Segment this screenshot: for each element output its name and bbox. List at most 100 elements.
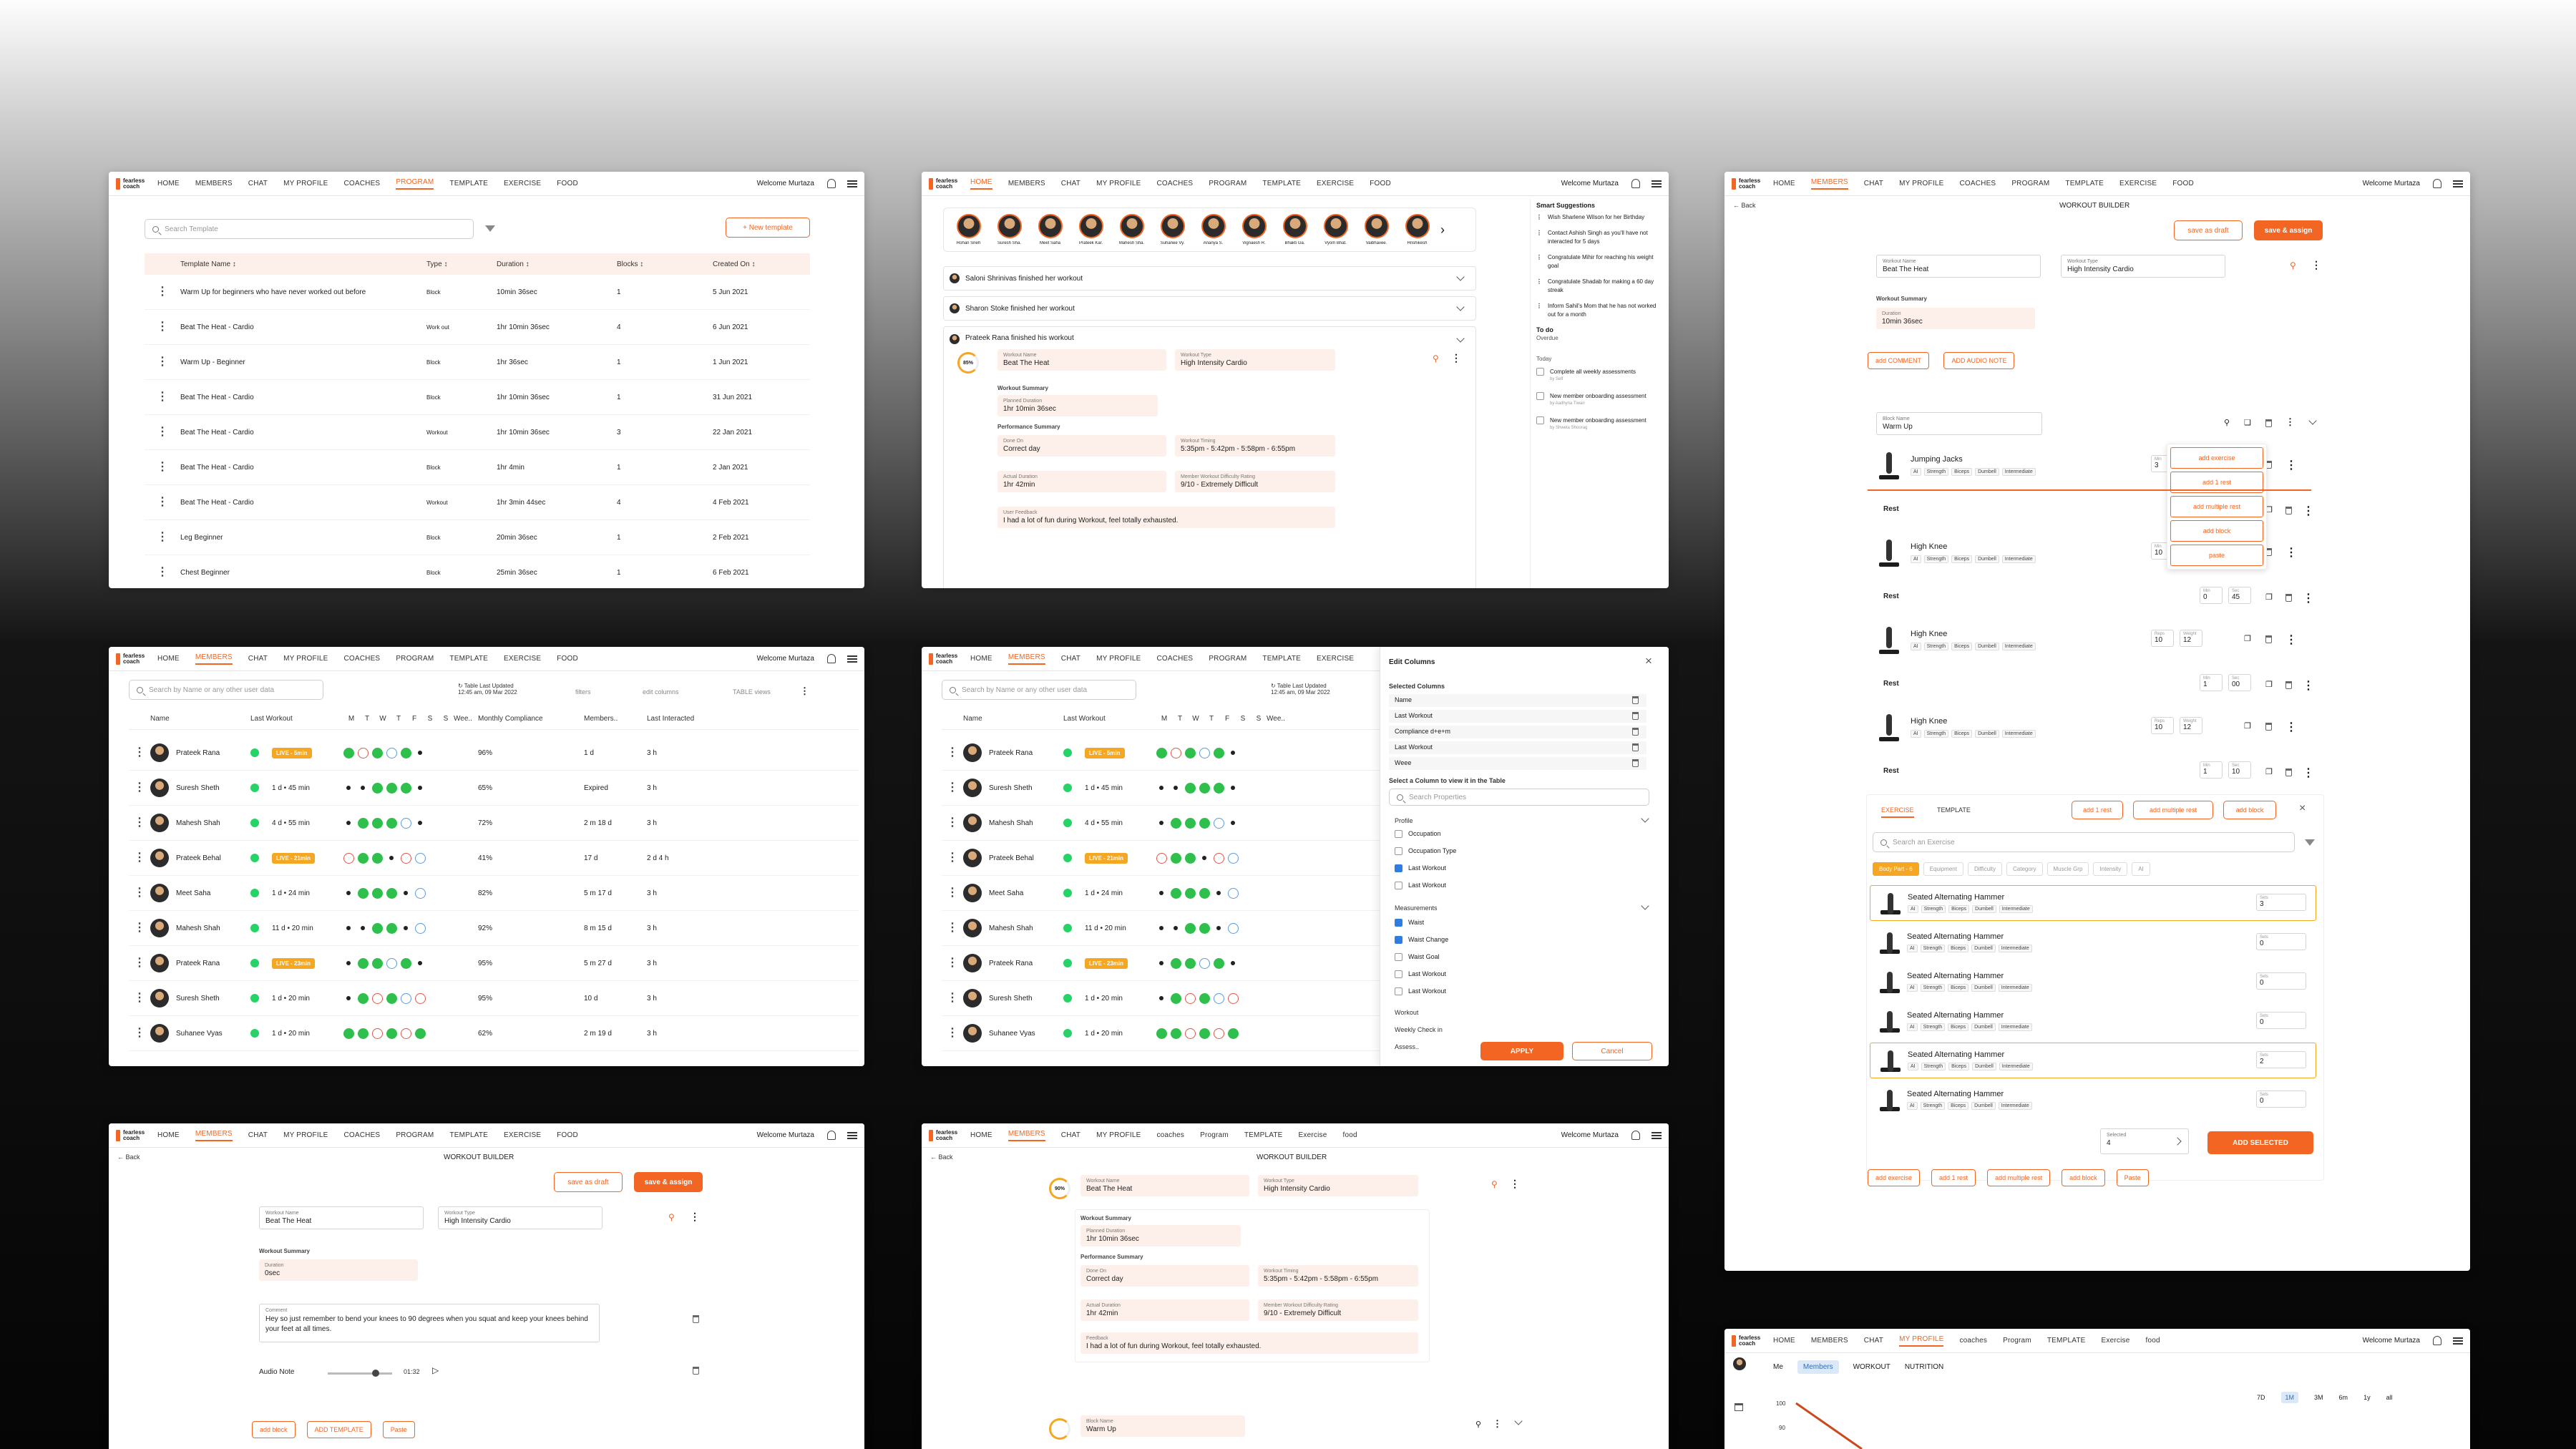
column-option[interactable]: Last Workout bbox=[1395, 970, 1446, 979]
tab-members[interactable]: Members bbox=[1797, 1360, 1839, 1374]
col-type[interactable]: Type ↕ bbox=[426, 260, 448, 268]
column-checkbox[interactable] bbox=[1395, 919, 1402, 927]
table-row[interactable]: ⋮ Leg Beginner Block 20min 36sec 1 2 Feb 2021 bbox=[145, 520, 810, 555]
delete-icon[interactable] bbox=[1632, 743, 1639, 751]
selected-column-item[interactable]: Compliance d+e+m bbox=[1389, 726, 1646, 738]
copy-icon[interactable]: ❐ bbox=[2244, 635, 2251, 643]
play-icon[interactable]: ▷ bbox=[432, 1365, 439, 1375]
delete-icon[interactable] bbox=[2285, 594, 2292, 602]
member-name-cell[interactable]: Suresh Sheth bbox=[963, 989, 1063, 1008]
bell-icon[interactable] bbox=[827, 654, 836, 663]
nav-members[interactable]: MEMBERS bbox=[1008, 1130, 1045, 1141]
avatar[interactable] bbox=[1733, 1357, 1746, 1370]
bottom-action-button[interactable]: add 1 rest bbox=[1931, 1169, 1976, 1186]
column-header[interactable]: Members.. bbox=[584, 715, 618, 723]
row-more-icon[interactable]: ⋮ bbox=[947, 922, 958, 934]
column-checkbox[interactable] bbox=[1395, 987, 1402, 996]
bell-icon[interactable] bbox=[2433, 179, 2441, 188]
column-header[interactable]: Last Workout bbox=[1063, 715, 1106, 723]
whatsapp-icon[interactable] bbox=[250, 924, 259, 932]
menu-item[interactable]: add exercise bbox=[2170, 447, 2263, 469]
member-name-cell[interactable]: Mahesh Shah bbox=[963, 919, 1063, 937]
column-checkbox[interactable] bbox=[1395, 953, 1402, 962]
member-story[interactable]: Hrishikesh bbox=[1397, 214, 1438, 245]
selected-column-item[interactable]: Last Workout bbox=[1389, 741, 1646, 754]
member-name-cell[interactable]: Prateek Rana bbox=[150, 743, 250, 762]
nav-food[interactable]: FOOD bbox=[2172, 180, 2194, 187]
bell-icon[interactable] bbox=[1631, 179, 1640, 188]
column-header[interactable]: T bbox=[364, 715, 370, 723]
audio-delete-icon[interactable] bbox=[693, 1367, 699, 1375]
row-more-icon[interactable]: ⋮ bbox=[134, 992, 145, 1004]
nav-my-profile[interactable]: MY PROFILE bbox=[283, 1131, 328, 1139]
pin-icon[interactable]: ⚲ bbox=[2290, 260, 2296, 270]
table-row[interactable]: ⋮ Chest Beginner Block 25min 36sec 1 6 Feb 20… bbox=[145, 555, 810, 588]
member-name-cell[interactable]: Prateek Rana bbox=[963, 954, 1063, 972]
library-exercise[interactable]: Seated Alternating Hammer AI Strength Bicep… bbox=[1870, 1003, 2316, 1039]
menu-icon[interactable] bbox=[847, 1131, 857, 1139]
bottom-action-button[interactable]: add exercise bbox=[1868, 1169, 1921, 1186]
bell-icon[interactable] bbox=[1631, 1131, 1640, 1140]
sets-select[interactable]: Sets 2 bbox=[2256, 1051, 2306, 1068]
table-row[interactable]: ⋮ Beat The Heat - Cardio Workout 1hr 3min 4… bbox=[145, 485, 810, 520]
column-option[interactable]: Waist Goal bbox=[1395, 953, 1440, 962]
rest-sec[interactable]: Sec 45 bbox=[2228, 587, 2251, 604]
more-icon[interactable]: ⋮ bbox=[1451, 352, 1461, 364]
sets-select[interactable]: Sets 0 bbox=[2256, 972, 2306, 990]
chevron-down-icon[interactable] bbox=[1514, 1417, 1523, 1425]
whatsapp-icon[interactable] bbox=[1063, 748, 1072, 757]
nav-chat[interactable]: CHAT bbox=[248, 180, 268, 187]
more-icon[interactable]: ⋮ bbox=[2285, 721, 2297, 733]
copy-icon[interactable]: ❐ bbox=[2244, 722, 2251, 731]
copy-icon[interactable]: ❐ bbox=[2265, 593, 2273, 602]
nav-template[interactable]: TEMPLATE bbox=[1262, 180, 1302, 187]
more-icon[interactable]: ⋮ bbox=[1536, 214, 1542, 220]
nav-template[interactable]: TEMPLATE bbox=[1244, 1131, 1283, 1139]
table-row[interactable]: ⋮ Mahesh Shah 11 d • 20 min bbox=[942, 911, 1380, 946]
chevron-right-icon[interactable]: › bbox=[1440, 222, 1445, 237]
back-link[interactable]: ← Back bbox=[1733, 202, 1756, 209]
more-icon[interactable]: ⋮ bbox=[1536, 278, 1542, 285]
nav-program[interactable]: PROGRAM bbox=[1209, 655, 1247, 663]
col-template-name[interactable]: Template Name ↕ bbox=[180, 260, 236, 268]
chevron-down-icon[interactable] bbox=[1641, 902, 1649, 910]
app-logo[interactable]: fearless coach bbox=[1732, 1335, 1773, 1347]
back-link[interactable]: ← Back bbox=[117, 1153, 140, 1161]
filter-chip[interactable]: AI bbox=[2132, 862, 2150, 876]
nav-exercise[interactable]: Exercise bbox=[1298, 1131, 1327, 1139]
table-row[interactable]: ⋮ Warm Up - Beginner Block 1hr 36sec 1 1 Jun … bbox=[145, 345, 810, 380]
comment-delete-icon[interactable] bbox=[693, 1315, 699, 1323]
app-logo[interactable]: fearless coach bbox=[116, 177, 157, 190]
delete-icon[interactable] bbox=[1632, 759, 1639, 767]
range-1m[interactable]: 1M bbox=[2280, 1392, 2299, 1403]
calendar-icon[interactable] bbox=[1735, 1403, 1743, 1411]
more-icon[interactable]: ⋮ bbox=[2311, 259, 2321, 270]
column-header[interactable]: S bbox=[443, 715, 449, 723]
member-story[interactable]: Bhakti Ga. bbox=[1274, 214, 1315, 245]
weekly-group[interactable]: Weekly Check in bbox=[1395, 1026, 1443, 1033]
whatsapp-icon[interactable] bbox=[1063, 784, 1072, 792]
member-name-cell[interactable]: Prateek Behal bbox=[150, 849, 250, 867]
row-more-icon[interactable]: ⋮ bbox=[947, 746, 958, 758]
add-comment-button[interactable]: add COMMENT bbox=[1868, 352, 1930, 369]
column-header[interactable]: Name bbox=[150, 715, 170, 723]
todo-item[interactable]: New member onboarding assessment by Shwet… bbox=[1536, 416, 1663, 432]
row-more-icon[interactable]: ⋮ bbox=[157, 426, 168, 438]
sets-select[interactable]: Sets 3 bbox=[2256, 894, 2306, 911]
whatsapp-icon[interactable] bbox=[250, 994, 259, 1002]
member-search-input[interactable]: Search by Name or any other user data bbox=[942, 680, 1136, 700]
member-name-cell[interactable]: Suresh Sheth bbox=[963, 779, 1063, 797]
selected-count[interactable]: Selected 4 bbox=[2100, 1128, 2189, 1154]
row-more-icon[interactable]: ⋮ bbox=[947, 781, 958, 794]
row-more-icon[interactable]: ⋮ bbox=[947, 887, 958, 899]
column-option[interactable]: Last Workout bbox=[1395, 864, 1446, 873]
nav-my-profile[interactable]: MY PROFILE bbox=[283, 655, 328, 663]
nav-exercise[interactable]: EXERCISE bbox=[1317, 655, 1355, 663]
more-icon[interactable]: ⋮ bbox=[2303, 505, 2314, 517]
bottom-action-button[interactable]: Paste bbox=[2116, 1169, 2149, 1186]
assess-group[interactable]: Assess.. bbox=[1395, 1043, 1420, 1050]
table-row[interactable]: ⋮ Suhanee Vyas 1 d • 20 min bbox=[942, 1016, 1380, 1051]
add-selected-button[interactable]: ADD SELECTED bbox=[2207, 1131, 2313, 1154]
member-name-cell[interactable]: Mahesh Shah bbox=[150, 814, 250, 832]
range-6m[interactable]: 6m bbox=[2338, 1394, 2348, 1401]
